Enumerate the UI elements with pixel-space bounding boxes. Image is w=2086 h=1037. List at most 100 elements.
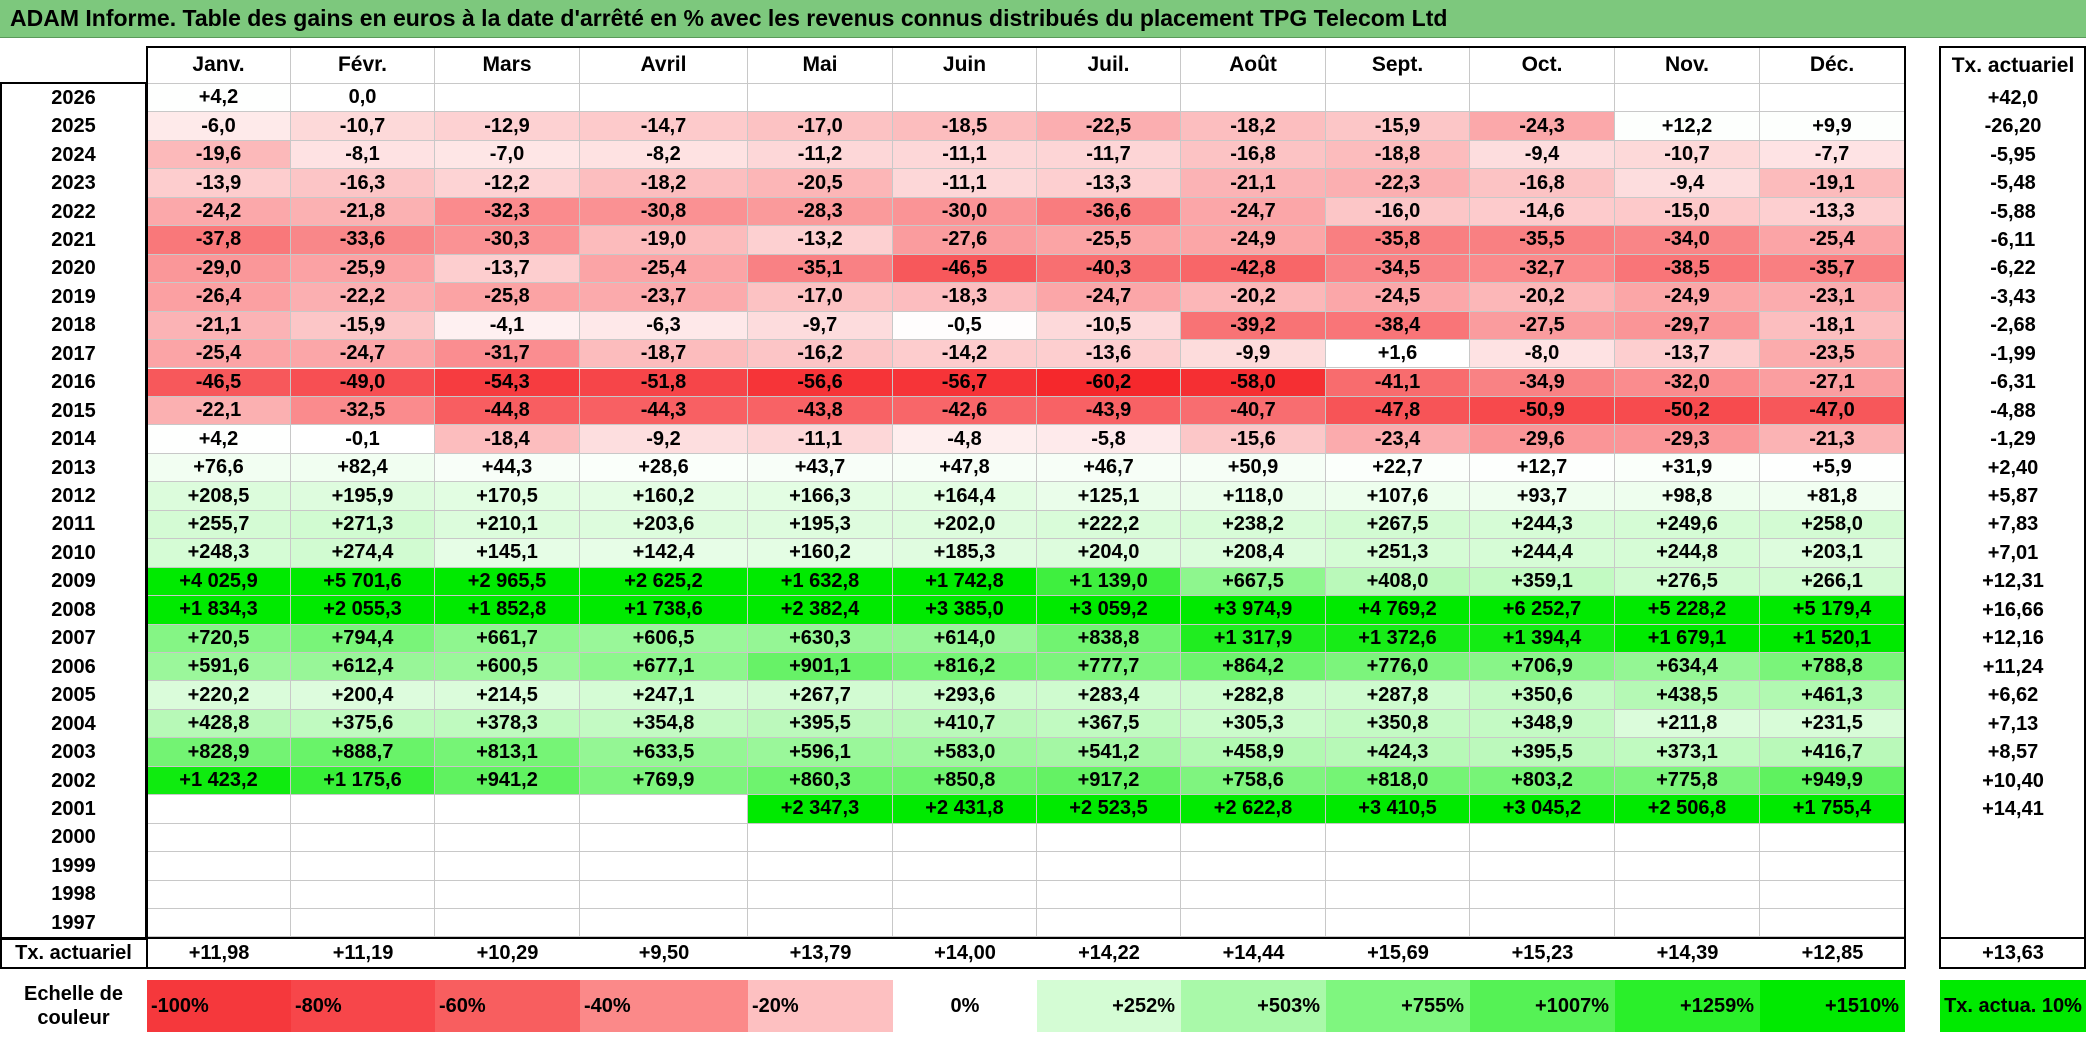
table-cell: +4,2 [147, 84, 291, 113]
table-cell: -34,5 [1326, 254, 1470, 284]
table-cell: -35,1 [748, 254, 893, 284]
table-cell: +9,9 [1760, 112, 1905, 141]
table-cell: -7,0 [435, 140, 580, 170]
table-cell: -32,5 [291, 396, 435, 426]
table-cell [291, 852, 435, 881]
table-cell: -18,7 [580, 340, 748, 369]
table-cell [893, 909, 1037, 938]
table-cell: +633,5 [580, 738, 748, 767]
table-cell: +266,1 [1760, 567, 1905, 597]
table-cell: -21,3 [1760, 425, 1905, 454]
annual-rate-cell: -6,11 [1990, 228, 2036, 251]
table-cell: -18,2 [580, 169, 748, 198]
table-cell: -25,9 [291, 254, 435, 284]
table-cell: -4,1 [435, 311, 580, 341]
footer-rate-cell: +10,29 [476, 941, 539, 964]
title-bar: ADAM Informe. Table des gains en euros à… [0, 0, 2086, 38]
table-cell: -35,5 [1470, 226, 1615, 255]
month-header-4: Avril [580, 47, 748, 84]
table-cell: +941,2 [435, 766, 580, 796]
table-cell: +125,1 [1037, 482, 1181, 511]
table-cell: +828,9 [147, 738, 291, 767]
table-cell: -56,7 [893, 368, 1037, 397]
legend-swatch: +1007% [1470, 980, 1615, 1032]
table-cell [435, 84, 580, 113]
table-cell: +195,3 [748, 510, 893, 540]
table-cell: +203,6 [580, 510, 748, 540]
table-cell: -56,6 [748, 368, 893, 397]
table-cell: -15,9 [1326, 112, 1470, 141]
table-cell: +4,2 [147, 425, 291, 454]
annual-rate-cell [1940, 881, 2086, 909]
table-cell: +1 139,0 [1037, 567, 1181, 597]
annual-rate-cell: +10,40 [1982, 769, 2044, 792]
table-cell [1181, 84, 1326, 113]
table-cell: -8,1 [291, 140, 435, 170]
table-cell [435, 852, 580, 881]
table-cell: +850,8 [893, 766, 1037, 796]
table-cell: +775,8 [1615, 766, 1760, 796]
table-cell [1615, 823, 1760, 853]
table-cell: +82,4 [291, 453, 435, 483]
table-cell [580, 795, 748, 824]
table-cell [1615, 84, 1760, 113]
table-cell: +3 045,2 [1470, 795, 1615, 824]
table-cell: +803,2 [1470, 766, 1615, 796]
table-cell: +606,5 [580, 624, 748, 653]
table-cell [435, 909, 580, 938]
table-cell: -18,1 [1760, 311, 1905, 341]
table-cell [1181, 823, 1326, 853]
table-cell: +350,8 [1326, 709, 1470, 739]
table-cell: +202,0 [893, 510, 1037, 540]
table-cell: +1 317,9 [1181, 624, 1326, 653]
table-cell: +12,2 [1615, 112, 1760, 141]
table-cell: -32,0 [1615, 368, 1760, 397]
annual-rate-cell: +8,57 [1987, 741, 2039, 764]
year-label: 2011 [51, 513, 96, 536]
table-cell: -11,1 [893, 140, 1037, 170]
table-cell: +864,2 [1181, 653, 1326, 682]
annual-rate-cell: -5,95 [1990, 143, 2036, 166]
legend-swatch: -40% [580, 980, 748, 1032]
table-cell: +630,3 [748, 624, 893, 653]
table-cell: -22,2 [291, 283, 435, 312]
table-cell: -23,5 [1760, 340, 1905, 369]
annual-rate-cell: -2,68 [1990, 314, 2036, 337]
table-cell: -29,6 [1470, 425, 1615, 454]
table-cell: -11,1 [748, 425, 893, 454]
table-cell: +5 228,2 [1615, 596, 1760, 625]
table-cell: +917,2 [1037, 766, 1181, 796]
table-cell: +2 055,3 [291, 596, 435, 625]
year-label: 2010 [51, 541, 96, 564]
table-cell: -0,1 [291, 425, 435, 454]
table-cell [748, 84, 893, 113]
table-cell: -25,5 [1037, 226, 1181, 255]
table-cell [1760, 823, 1905, 853]
table-cell: -18,5 [893, 112, 1037, 141]
table-cell: +47,8 [893, 453, 1037, 483]
table-cell: +2 431,8 [893, 795, 1037, 824]
legend-swatch: -60% [435, 980, 580, 1032]
table-cell [1181, 909, 1326, 938]
table-cell: +145,1 [435, 539, 580, 568]
annual-rate-cell: +14,41 [1982, 797, 2044, 820]
table-cell: -43,8 [748, 396, 893, 426]
annual-rate-cell: -4,88 [1990, 399, 2036, 422]
table-cell: +210,1 [435, 510, 580, 540]
table-cell: +1 632,8 [748, 567, 893, 597]
table-cell: -23,7 [580, 283, 748, 312]
table-cell: +238,2 [1181, 510, 1326, 540]
table-cell: +838,8 [1037, 624, 1181, 653]
table-cell: +3 059,2 [1037, 596, 1181, 625]
table-cell: +195,9 [291, 482, 435, 511]
table-cell: +4 025,9 [147, 567, 291, 597]
table-cell: +706,9 [1470, 653, 1615, 682]
table-cell: -30,0 [893, 197, 1037, 227]
footer-rate-cell: +13,79 [789, 941, 852, 964]
table-cell: +354,8 [580, 709, 748, 739]
page-title: ADAM Informe. Table des gains en euros à… [10, 5, 1448, 31]
table-cell: +1 738,6 [580, 596, 748, 625]
table-cell [748, 880, 893, 910]
table-cell [1326, 909, 1470, 938]
year-label: 2025 [51, 115, 96, 138]
